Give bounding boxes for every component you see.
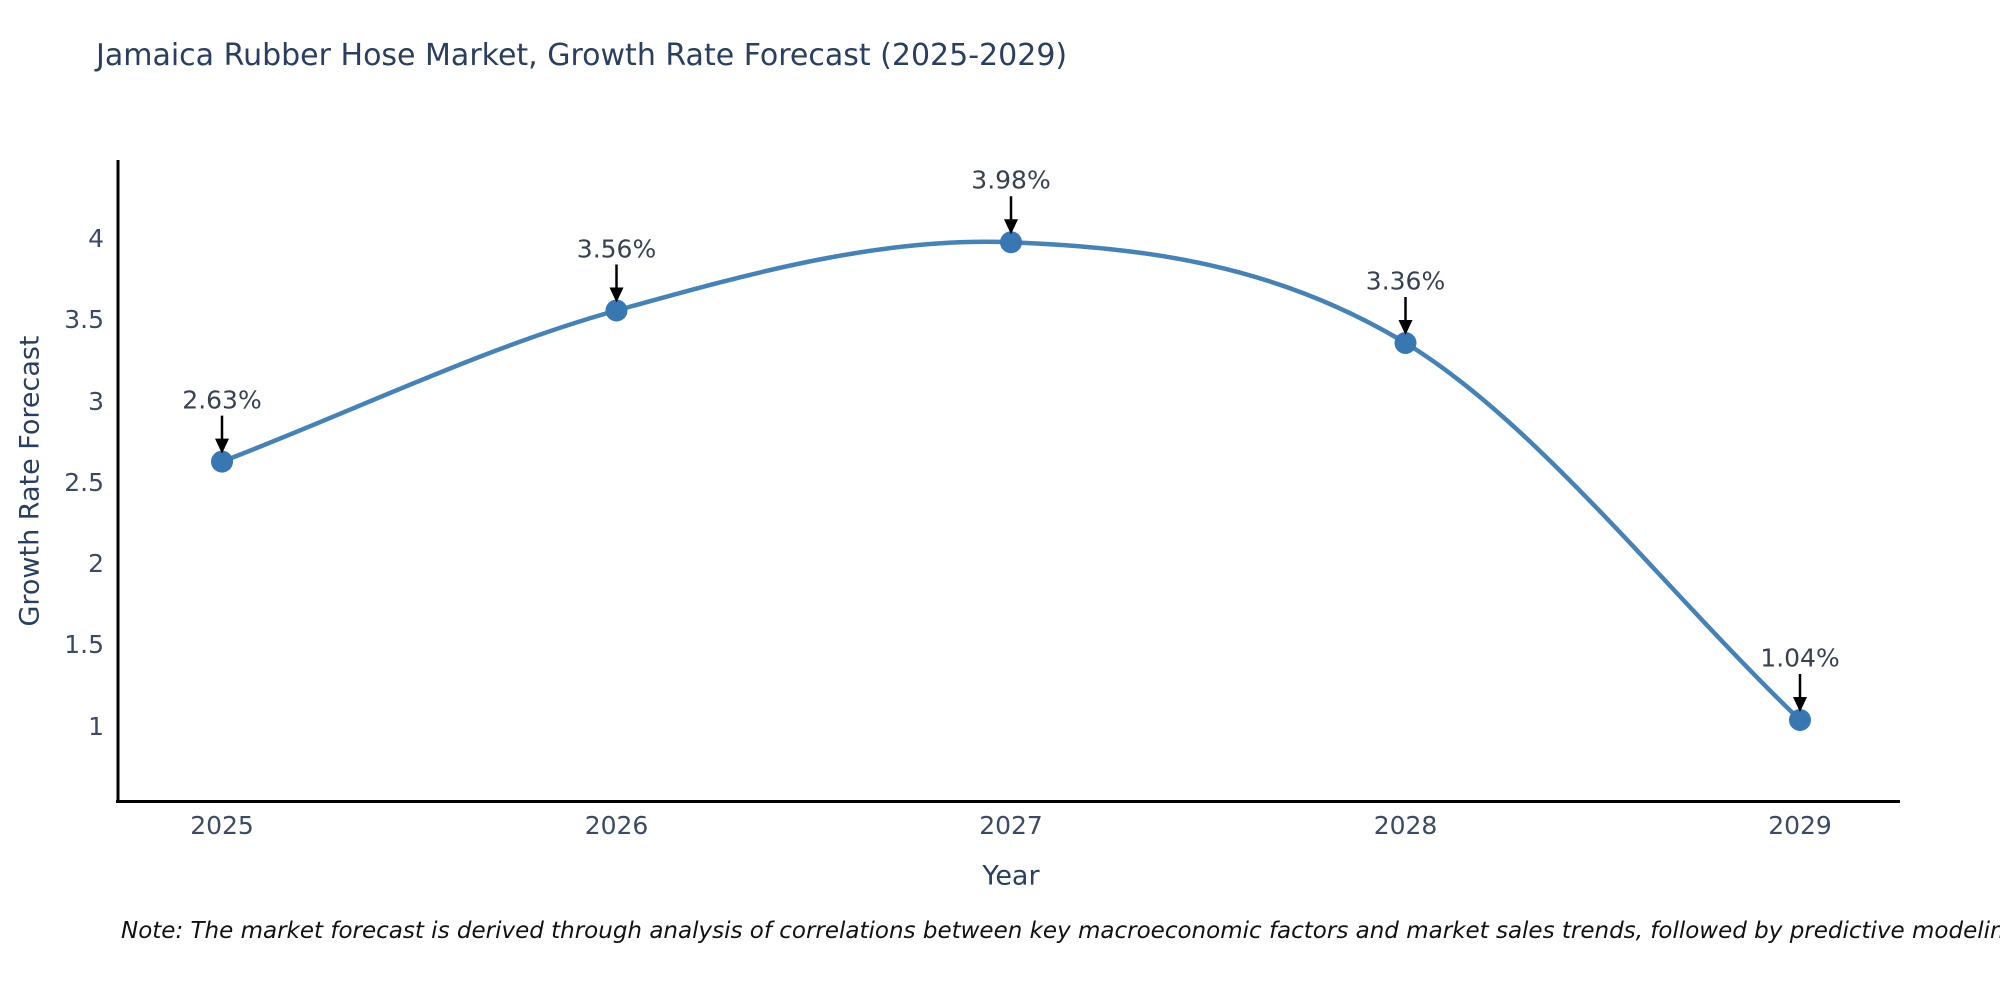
- y-tick-label: 4: [88, 224, 104, 253]
- point-value-label: 3.56%: [576, 234, 657, 263]
- x-axis-title: Year: [982, 860, 1040, 892]
- annotation-arrow-head: [609, 287, 624, 303]
- x-tick-label: 2026: [584, 811, 649, 840]
- point-value-label: 1.04%: [1760, 643, 1840, 673]
- y-tick-label: 3: [88, 386, 104, 416]
- x-tick-label: 2029: [1768, 811, 1832, 840]
- data-point-marker: [605, 299, 628, 322]
- data-point-marker: [1394, 332, 1417, 354]
- y-tick-label: 2: [88, 549, 104, 578]
- data-point-marker: [1000, 231, 1022, 254]
- annotation-arrow-head: [1398, 320, 1413, 335]
- y-tick-label: 1.5: [64, 630, 104, 660]
- x-tick-label: 2028: [1373, 811, 1438, 840]
- y-tick-label: 2.5: [64, 467, 104, 497]
- footnote: Note: The market forecast is derived thr…: [121, 918, 2000, 944]
- forecast-line: [219, 239, 1803, 723]
- point-value-label: 2.63%: [182, 385, 262, 415]
- y-tick-label: 3.5: [64, 305, 104, 335]
- data-point-marker: [211, 450, 233, 473]
- x-tick-label: 2025: [190, 811, 254, 840]
- annotation-arrow-head: [1793, 697, 1807, 712]
- point-value-label: 3.36%: [1365, 266, 1446, 296]
- annotation-arrow-head: [1004, 219, 1018, 235]
- annotation-arrow-head: [215, 438, 229, 454]
- y-tick-label: 1: [88, 711, 104, 741]
- chart-title: Jamaica Rubber Hose Market, Growth Rate …: [96, 38, 1068, 73]
- data-point-marker: [1789, 709, 1811, 731]
- x-tick-label: 2027: [979, 811, 1043, 840]
- point-value-label: 3.98%: [971, 165, 1051, 195]
